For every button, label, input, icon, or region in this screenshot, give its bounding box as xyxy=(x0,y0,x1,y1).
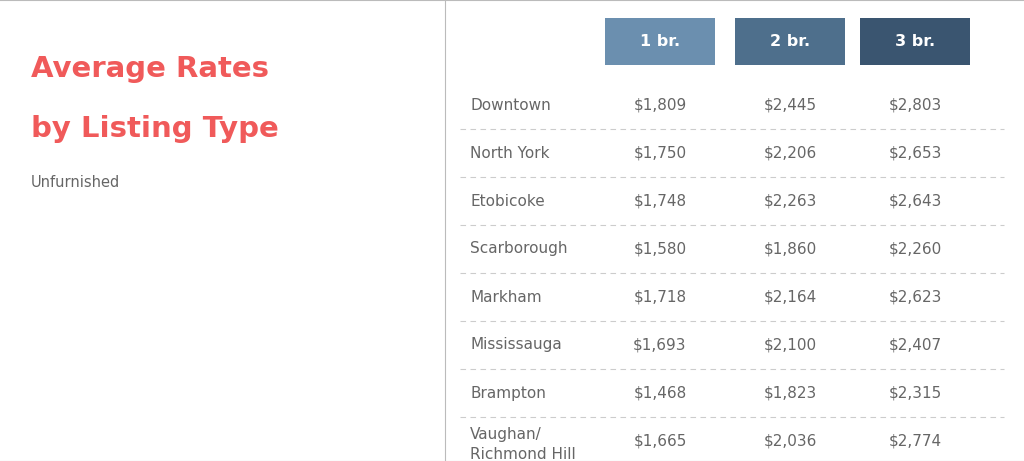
Text: $1,718: $1,718 xyxy=(634,290,686,305)
Text: Etobicoke: Etobicoke xyxy=(470,194,545,208)
Text: Downtown: Downtown xyxy=(470,97,551,112)
Text: $2,643: $2,643 xyxy=(888,194,942,208)
Text: $1,750: $1,750 xyxy=(634,146,686,160)
Text: $2,407: $2,407 xyxy=(889,337,941,353)
Text: Average Rates: Average Rates xyxy=(31,55,268,83)
Text: 3 br.: 3 br. xyxy=(895,34,935,49)
Text: $2,315: $2,315 xyxy=(889,385,942,401)
Text: $2,100: $2,100 xyxy=(764,337,816,353)
Text: $2,263: $2,263 xyxy=(763,194,817,208)
Text: North York: North York xyxy=(470,146,550,160)
Bar xyxy=(605,18,715,65)
Text: 1 br.: 1 br. xyxy=(640,34,680,49)
Text: Scarborough: Scarborough xyxy=(470,242,567,256)
Text: $1,693: $1,693 xyxy=(633,337,687,353)
Text: $2,036: $2,036 xyxy=(763,433,817,449)
Text: $2,206: $2,206 xyxy=(763,146,816,160)
Text: $1,665: $1,665 xyxy=(633,433,687,449)
Text: by Listing Type: by Listing Type xyxy=(31,115,279,143)
Text: Mississauga: Mississauga xyxy=(470,337,562,353)
Bar xyxy=(860,18,970,65)
Text: $2,164: $2,164 xyxy=(763,290,816,305)
Text: $1,748: $1,748 xyxy=(634,194,686,208)
Text: $2,653: $2,653 xyxy=(888,146,942,160)
Text: 2 br.: 2 br. xyxy=(770,34,810,49)
Text: $2,774: $2,774 xyxy=(889,433,941,449)
Bar xyxy=(735,18,845,65)
Text: $2,623: $2,623 xyxy=(888,290,942,305)
Text: Markham: Markham xyxy=(470,290,542,305)
Text: Richmond Hill: Richmond Hill xyxy=(470,447,575,461)
Text: $2,260: $2,260 xyxy=(889,242,942,256)
Text: $1,468: $1,468 xyxy=(634,385,687,401)
Text: $1,860: $1,860 xyxy=(763,242,816,256)
Text: Unfurnished: Unfurnished xyxy=(31,175,120,190)
Text: Vaughan/: Vaughan/ xyxy=(470,426,542,442)
Text: $2,803: $2,803 xyxy=(889,97,942,112)
Text: $1,823: $1,823 xyxy=(763,385,816,401)
Text: $1,580: $1,580 xyxy=(634,242,686,256)
Text: $1,809: $1,809 xyxy=(634,97,687,112)
Text: $2,445: $2,445 xyxy=(764,97,816,112)
Text: Brampton: Brampton xyxy=(470,385,546,401)
